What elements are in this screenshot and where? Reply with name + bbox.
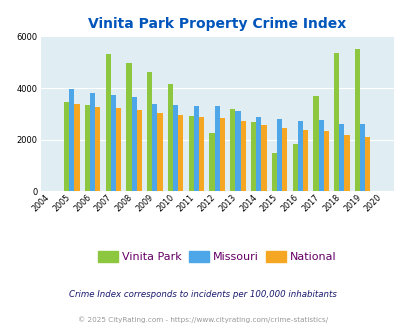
Bar bbox=[173, 105, 178, 191]
Bar bbox=[318, 119, 323, 191]
Bar bbox=[136, 110, 141, 191]
Bar bbox=[214, 106, 219, 191]
Bar bbox=[69, 88, 74, 191]
Bar bbox=[105, 54, 111, 191]
Bar bbox=[193, 106, 198, 191]
Bar bbox=[323, 131, 328, 191]
Bar bbox=[333, 53, 339, 191]
Bar bbox=[131, 97, 136, 191]
Bar bbox=[235, 111, 240, 191]
Bar bbox=[343, 135, 349, 191]
Bar bbox=[339, 124, 343, 191]
Bar bbox=[90, 93, 95, 191]
Bar bbox=[85, 105, 90, 191]
Bar bbox=[364, 137, 369, 191]
Bar bbox=[250, 122, 256, 191]
Bar bbox=[256, 117, 261, 191]
Bar bbox=[313, 96, 318, 191]
Bar bbox=[64, 102, 69, 191]
Legend: Vinita Park, Missouri, National: Vinita Park, Missouri, National bbox=[93, 247, 340, 267]
Bar bbox=[354, 49, 359, 191]
Bar bbox=[240, 121, 245, 191]
Bar bbox=[276, 118, 281, 191]
Bar bbox=[167, 84, 173, 191]
Title: Vinita Park Property Crime Index: Vinita Park Property Crime Index bbox=[88, 17, 345, 31]
Bar bbox=[74, 104, 79, 191]
Bar bbox=[261, 125, 266, 191]
Bar bbox=[292, 144, 297, 191]
Text: Crime Index corresponds to incidents per 100,000 inhabitants: Crime Index corresponds to incidents per… bbox=[69, 290, 336, 299]
Bar bbox=[297, 121, 302, 191]
Bar bbox=[111, 95, 116, 191]
Bar bbox=[116, 109, 121, 191]
Bar bbox=[359, 124, 364, 191]
Bar bbox=[178, 115, 183, 191]
Bar bbox=[147, 73, 152, 191]
Text: © 2025 CityRating.com - https://www.cityrating.com/crime-statistics/: © 2025 CityRating.com - https://www.city… bbox=[78, 316, 327, 323]
Bar bbox=[198, 117, 204, 191]
Bar bbox=[188, 116, 193, 191]
Bar bbox=[157, 113, 162, 191]
Bar bbox=[219, 118, 224, 191]
Bar bbox=[126, 63, 131, 191]
Bar bbox=[281, 128, 287, 191]
Bar bbox=[230, 109, 235, 191]
Bar bbox=[271, 153, 276, 191]
Bar bbox=[95, 107, 100, 191]
Bar bbox=[209, 133, 214, 191]
Bar bbox=[302, 130, 307, 191]
Bar bbox=[152, 104, 157, 191]
